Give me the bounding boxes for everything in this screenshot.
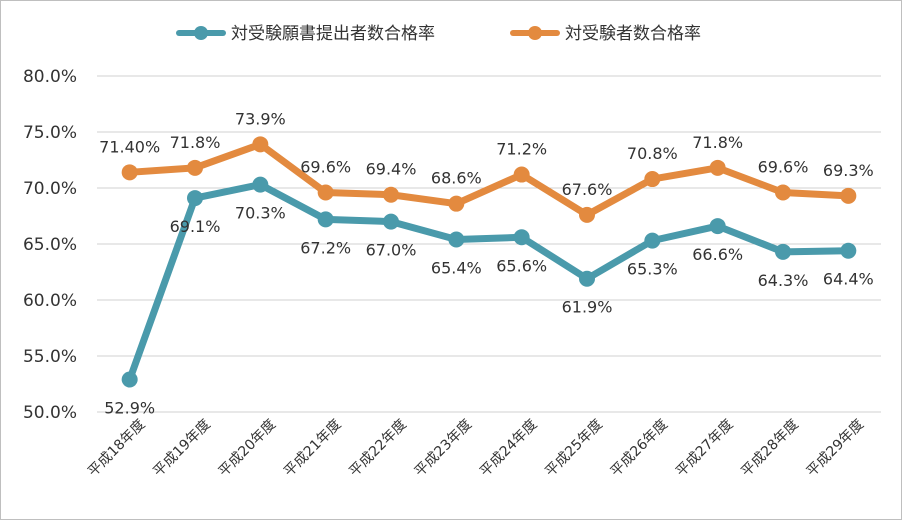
data-label: 69.6% <box>300 157 351 176</box>
data-point <box>448 231 465 248</box>
legend-item-series-1: 対受験願書提出者数合格率 <box>176 24 435 44</box>
data-label: 61.9% <box>562 298 613 317</box>
legend: 対受験願書提出者数合格率 対受験者数合格率 <box>176 24 701 44</box>
data-label: 65.3% <box>627 260 678 279</box>
data-point <box>383 186 399 203</box>
data-point <box>448 195 465 212</box>
data-label: 64.3% <box>758 271 809 290</box>
x-tick-label: 平成25年度 <box>542 417 606 481</box>
data-point <box>579 270 595 287</box>
data-point <box>775 243 791 260</box>
data-label: 65.6% <box>496 256 547 275</box>
x-tick-label: 平成19年度 <box>150 417 214 481</box>
data-point <box>775 184 791 201</box>
x-tick-label: 平成18年度 <box>85 417 149 481</box>
data-label: 71.2% <box>496 140 547 159</box>
data-label: 67.0% <box>366 241 417 260</box>
data-point <box>187 159 203 176</box>
data-point <box>840 187 857 204</box>
x-tick-label: 平成20年度 <box>216 417 280 481</box>
data-label: 70.3% <box>235 204 286 223</box>
x-tick-label: 平成26年度 <box>608 417 672 481</box>
data-point <box>317 211 334 228</box>
data-point <box>252 136 269 153</box>
legend-label-series-1: 対受験願書提出者数合格率 <box>231 24 435 44</box>
data-point <box>252 176 269 193</box>
x-tick-label: 平成21年度 <box>281 417 345 481</box>
data-point <box>579 206 595 223</box>
series-line-1 <box>126 181 852 384</box>
data-label: 69.3% <box>823 161 874 180</box>
data-point <box>513 229 530 246</box>
data-point <box>709 218 726 235</box>
data-labels: 52.9% 69.1% 70.3% 67.2% 67.0% 65.4% 65.6% 61.9%… <box>99 109 874 417</box>
data-label: 70.8% <box>627 144 678 163</box>
data-label: 66.6% <box>692 245 743 264</box>
data-label: 65.4% <box>431 259 482 278</box>
series-markers <box>121 136 857 388</box>
y-tick-label: 50.0% <box>23 403 77 423</box>
data-label: 71.40% <box>99 137 160 156</box>
data-point <box>383 213 399 230</box>
legend-item-series-2: 対受験者数合格率 <box>510 24 701 44</box>
x-tick-label: 平成28年度 <box>738 417 802 481</box>
y-tick-label: 75.0% <box>23 123 77 143</box>
series-line-2 <box>126 140 852 219</box>
data-point <box>840 242 857 259</box>
data-label: 69.1% <box>170 217 221 236</box>
data-point <box>709 159 726 176</box>
data-label: 69.6% <box>758 157 809 176</box>
data-label: 67.2% <box>300 238 351 257</box>
data-point <box>121 164 138 181</box>
y-tick-label: 55.0% <box>23 347 77 367</box>
x-axis-ticks: 平成18年度 平成19年度 平成20年度 平成21年度 平成22年度 平成23年度 平成24… <box>85 417 867 481</box>
x-tick-label: 平成23年度 <box>412 417 476 481</box>
y-tick-label: 70.0% <box>23 179 77 199</box>
data-label: 64.4% <box>823 270 874 289</box>
data-point <box>644 232 661 249</box>
x-tick-label: 平成22年度 <box>346 417 410 481</box>
data-label: 71.8% <box>170 133 221 152</box>
data-point <box>513 166 530 183</box>
data-point <box>644 171 661 188</box>
legend-marker-series-2 <box>528 26 542 40</box>
data-label: 68.6% <box>431 169 482 188</box>
data-label: 69.4% <box>366 160 417 179</box>
data-label: 71.8% <box>692 133 743 152</box>
y-axis-ticks: 50.0% 55.0% 60.0% 65.0% 70.0% 75.0% 80.0% <box>23 67 77 423</box>
data-point <box>187 190 203 207</box>
y-tick-label: 60.0% <box>23 291 77 311</box>
legend-label-series-2: 対受験者数合格率 <box>565 24 701 44</box>
legend-marker-series-1 <box>194 26 208 40</box>
x-tick-label: 平成27年度 <box>673 417 737 481</box>
y-tick-label: 65.0% <box>23 235 77 255</box>
data-label: 67.6% <box>562 180 613 199</box>
data-label: 52.9% <box>104 399 155 418</box>
data-point <box>121 371 138 388</box>
y-tick-label: 80.0% <box>23 67 77 87</box>
data-point <box>317 184 334 201</box>
series-lines <box>126 140 852 384</box>
x-tick-label: 平成29年度 <box>804 417 868 481</box>
data-label: 73.9% <box>235 109 286 128</box>
x-tick-label: 平成24年度 <box>477 417 541 481</box>
